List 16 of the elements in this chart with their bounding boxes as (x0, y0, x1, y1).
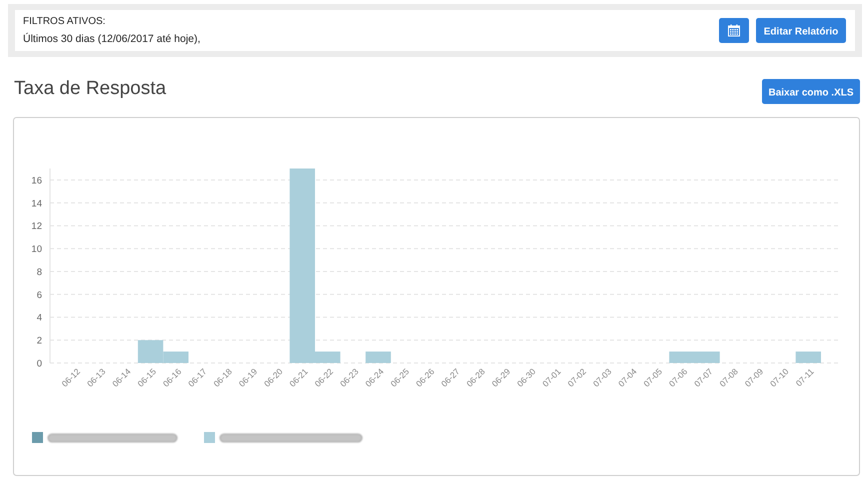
text: FILTROS ATIVOS: (23, 16, 106, 27)
y-tick-label: 0 (36, 358, 42, 370)
y-tick-label: 4 (36, 312, 42, 324)
text: Baixar como .XLS (768, 88, 854, 98)
y-tick-label: 12 (31, 221, 42, 232)
chart-title: Taxa de Resposta (14, 78, 167, 99)
y-tick-label: 2 (36, 336, 42, 347)
y-tick-label: 6 (36, 290, 42, 301)
bar (796, 352, 821, 363)
y-tick-label: 10 (31, 244, 42, 256)
y-tick-label: 14 (31, 198, 42, 210)
bar (366, 352, 391, 363)
y-tick-label: 8 (36, 266, 42, 278)
y-tick-label: 16 (31, 175, 42, 186)
text: Últimos 30 dias (12/06/2017 até hoje), (23, 32, 200, 45)
text: Editar Relatório (764, 26, 838, 38)
